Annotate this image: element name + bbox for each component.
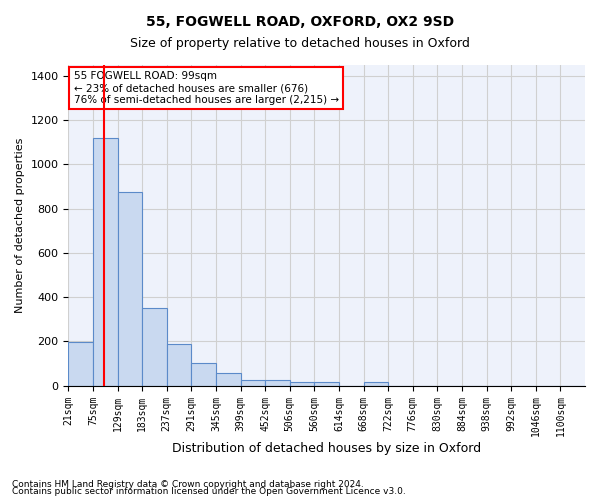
Bar	[241, 380, 265, 386]
Y-axis label: Number of detached properties: Number of detached properties	[15, 138, 25, 313]
Text: 55, FOGWELL ROAD, OXFORD, OX2 9SD: 55, FOGWELL ROAD, OXFORD, OX2 9SD	[146, 15, 454, 29]
Bar	[314, 382, 339, 386]
Bar	[167, 344, 191, 386]
Text: Size of property relative to detached houses in Oxford: Size of property relative to detached ho…	[130, 38, 470, 51]
X-axis label: Distribution of detached houses by size in Oxford: Distribution of detached houses by size …	[172, 442, 481, 455]
Text: 55 FOGWELL ROAD: 99sqm
← 23% of detached houses are smaller (676)
76% of semi-de: 55 FOGWELL ROAD: 99sqm ← 23% of detached…	[74, 72, 338, 104]
Text: Contains HM Land Registry data © Crown copyright and database right 2024.: Contains HM Land Registry data © Crown c…	[12, 480, 364, 489]
Bar	[191, 364, 216, 386]
Bar	[142, 308, 167, 386]
Bar	[68, 342, 93, 386]
Bar	[118, 192, 142, 386]
Bar	[216, 374, 241, 386]
Bar	[265, 380, 290, 386]
Bar	[290, 382, 314, 386]
Text: Contains public sector information licensed under the Open Government Licence v3: Contains public sector information licen…	[12, 487, 406, 496]
Bar	[364, 382, 388, 386]
Bar	[93, 138, 118, 386]
